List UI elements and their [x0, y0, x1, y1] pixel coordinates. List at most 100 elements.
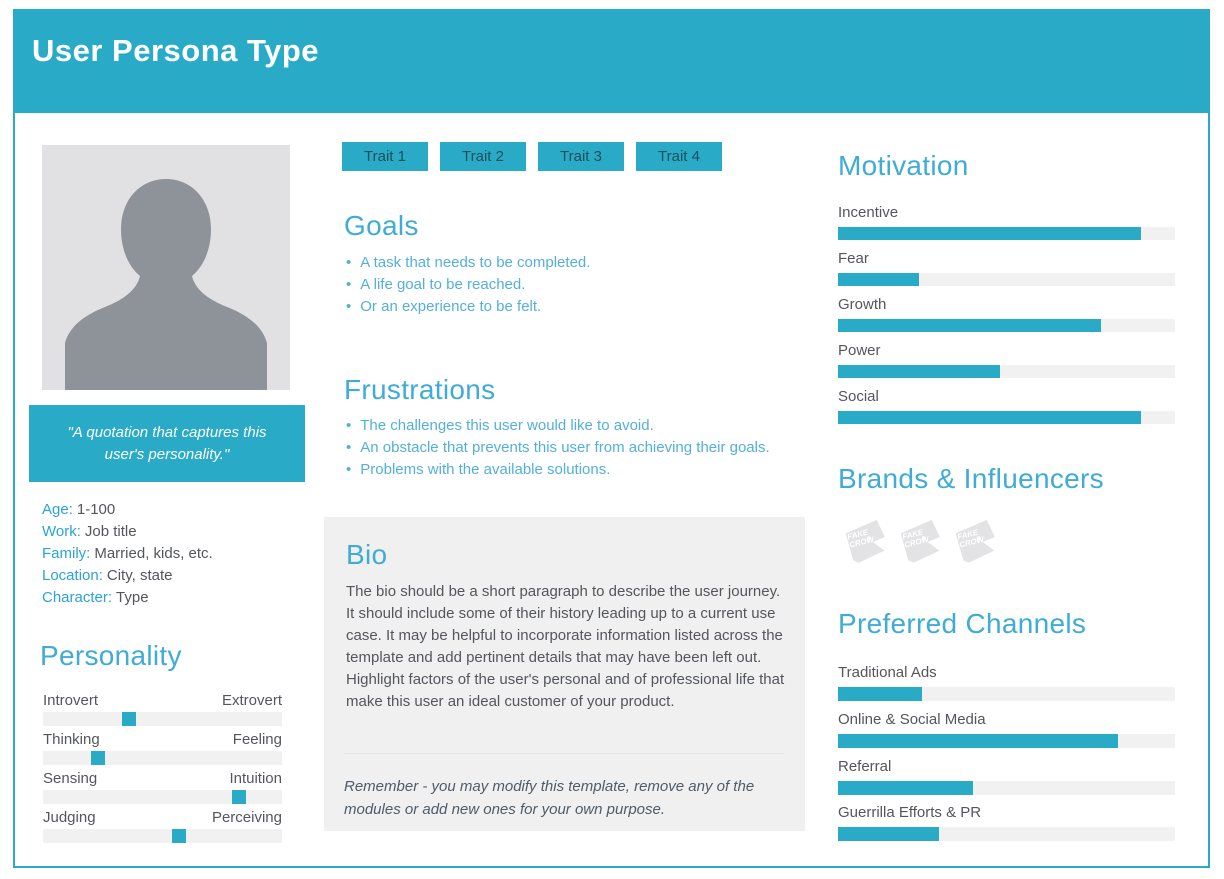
detail-row-character: Character: Type: [42, 587, 213, 609]
slider-track[interactable]: [43, 712, 282, 726]
bio-reminder-note: Remember - you may modify this template,…: [344, 778, 755, 818]
trait-4-button[interactable]: Trait 4: [636, 142, 722, 171]
quote-box: "A quotation that captures this user's p…: [29, 405, 305, 482]
channel-bar-online-social: Online & Social Media: [838, 711, 1175, 748]
bar-label: Growth: [838, 296, 887, 313]
goal-item: A life goal to be reached.: [346, 274, 590, 296]
slider-handle[interactable]: [122, 712, 137, 726]
bar-label: Referral: [838, 758, 892, 775]
bar-track: [838, 319, 1175, 332]
slider-right-label: Feeling: [232, 731, 282, 748]
detail-label: Age:: [42, 501, 73, 518]
persona-document: User Persona Type "A quotation that capt…: [13, 9, 1210, 868]
bar-track: [838, 273, 1175, 286]
bar-fill: [838, 319, 1101, 332]
page-title: User Persona Type: [32, 33, 320, 68]
slider-handle[interactable]: [172, 829, 187, 843]
bar-label: Traditional Ads: [838, 664, 937, 681]
slider-track[interactable]: [43, 829, 282, 843]
slider-track[interactable]: [43, 751, 282, 765]
slider-handle[interactable]: [90, 751, 105, 765]
fakecrow-logo-icon: FAKE CROW: [845, 519, 885, 563]
bio-panel: Bio The bio should be a short paragraph …: [324, 517, 805, 831]
motivation-bar-incentive: Incentive: [838, 204, 1175, 240]
slider-left-label: Sensing: [43, 770, 98, 787]
detail-label: Location:: [42, 567, 103, 584]
slider-left-label: Thinking: [43, 731, 100, 748]
slider-judging-perceiving: Judging Perceiving: [43, 809, 282, 843]
motivation-bar-fear: Fear: [838, 250, 1175, 286]
bar-fill: [838, 273, 919, 286]
bar-track: [838, 365, 1175, 378]
bar-fill: [838, 411, 1142, 424]
profile-details: Age: 1-100 Work: Job title Family: Married,…: [42, 499, 213, 609]
trait-1-button[interactable]: Trait 1: [342, 142, 428, 171]
personality-heading: Personality: [40, 640, 182, 671]
channel-bar-referral: Referral: [838, 758, 1175, 795]
goals-heading: Goals: [344, 210, 419, 241]
detail-row-age: Age: 1-100: [42, 499, 213, 521]
frustrations-heading: Frustrations: [344, 374, 496, 405]
slider-track[interactable]: [43, 790, 282, 804]
bio-text: The bio should be a short paragraph to d…: [346, 583, 785, 710]
bar-fill: [838, 827, 940, 841]
goal-item: Or an experience to be felt.: [346, 296, 590, 318]
channel-bar-traditional-ads: Traditional Ads: [838, 664, 1175, 701]
bar-fill: [838, 734, 1118, 748]
slider-left-label: Judging: [43, 809, 96, 826]
brands-heading: Brands & Influencers: [838, 463, 1104, 494]
slider-right-label: Intuition: [229, 770, 282, 787]
bio-divider: [344, 753, 784, 754]
bar-label: Incentive: [838, 204, 899, 221]
slider-right-label: Perceiving: [211, 809, 282, 826]
header-band: User Persona Type: [13, 9, 1210, 113]
slider-sensing-intuition: Sensing Intuition: [43, 770, 282, 804]
bar-label: Online & Social Media: [838, 711, 986, 728]
bar-track: [838, 734, 1175, 748]
bar-track: [838, 687, 1175, 701]
detail-value: City, state: [106, 567, 173, 584]
slider-thinking-feeling: Thinking Feeling: [43, 731, 282, 765]
detail-value: Married, kids, etc.: [94, 545, 213, 562]
bio-heading: Bio: [346, 539, 388, 570]
motivation-bar-social: Social: [838, 388, 1175, 424]
bar-fill: [838, 227, 1142, 240]
frustration-item: An obstacle that prevents this user from…: [346, 437, 769, 459]
frustration-item: Problems with the available solutions.: [346, 459, 770, 481]
bar-label: Power: [838, 342, 881, 359]
bar-track: [838, 227, 1175, 240]
goal-item: A task that needs to be completed.: [346, 252, 590, 274]
bar-label: Guerrilla Efforts & PR: [838, 804, 982, 821]
bar-fill: [838, 365, 1000, 378]
quote-text: "A quotation that captures this user's p…: [67, 423, 267, 463]
fakecrow-logo-icon: FAKE CROW: [900, 519, 940, 563]
channels-heading: Preferred Channels: [838, 608, 1087, 639]
trait-2-button[interactable]: Trait 2: [440, 142, 526, 171]
detail-row-work: Work: Job title: [42, 521, 213, 543]
detail-value: 1-100: [76, 501, 116, 518]
slider-left-label: Introvert: [43, 692, 99, 709]
frustration-item: The challenges this user would like to a…: [346, 415, 770, 437]
trait-3-button[interactable]: Trait 3: [538, 142, 624, 171]
detail-label: Work:: [42, 523, 81, 540]
bar-fill: [838, 781, 973, 795]
detail-label: Family:: [42, 545, 91, 562]
slider-introvert-extrovert: Introvert Extrovert: [43, 692, 282, 726]
avatar: [42, 145, 290, 390]
brand-logos: FAKE CROW FAKE CROW FAKE CROW: [839, 516, 1001, 568]
slider-right-label: Extrovert: [221, 692, 282, 709]
frustrations-list: The challenges this user would like to a…: [346, 415, 770, 481]
bar-track: [838, 827, 1175, 841]
detail-value: Type: [116, 589, 149, 606]
bar-track: [838, 411, 1175, 424]
detail-row-family: Family: Married, kids, etc.: [42, 543, 213, 565]
slider-handle[interactable]: [231, 790, 246, 804]
detail-row-location: Location: City, state: [42, 565, 213, 587]
detail-value: Job title: [84, 523, 137, 540]
motivation-heading: Motivation: [838, 150, 969, 181]
bar-track: [838, 781, 1175, 795]
bar-label: Social: [838, 388, 879, 405]
person-silhouette-icon: [65, 179, 267, 390]
goals-list: A task that needs to be completed. A lif…: [346, 252, 590, 318]
bar-label: Fear: [838, 250, 869, 267]
